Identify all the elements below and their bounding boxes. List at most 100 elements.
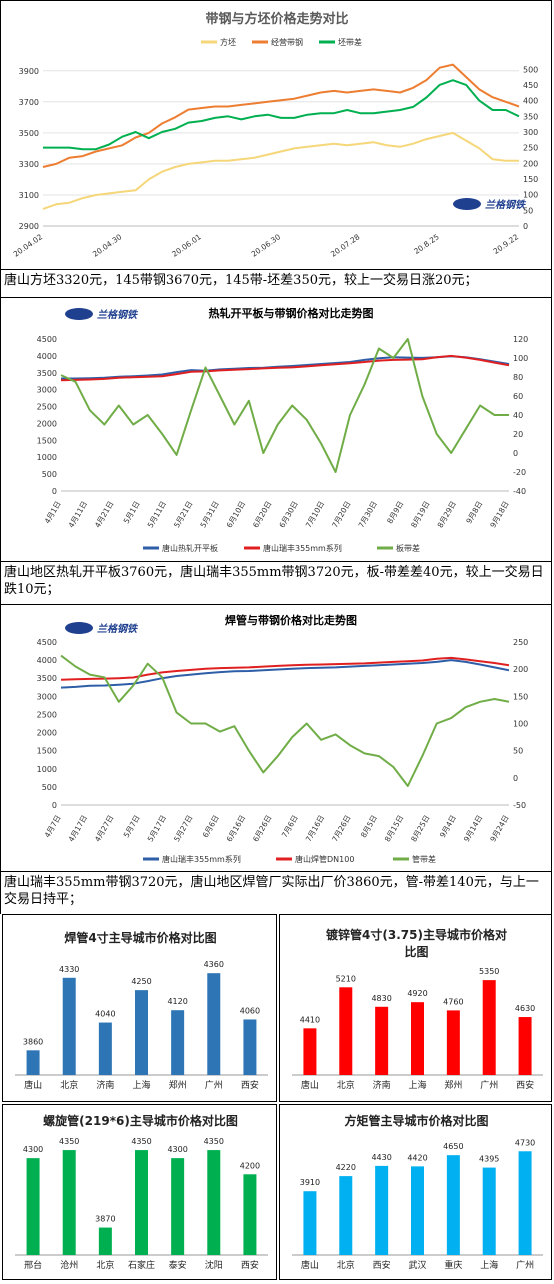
category-label: 北京: [96, 1259, 114, 1271]
y-right-tick-label: 120: [513, 335, 528, 344]
chart-title: 螺旋管(219*6)主导城市价格对比图: [43, 1113, 238, 1128]
x-tick-label: 6月6日: [201, 814, 221, 840]
y-right-tick-label: 200: [513, 665, 528, 674]
legend-label: 板带差: [396, 543, 420, 553]
bar-广州: [482, 980, 496, 1075]
x-tick-label: 7月10日: [304, 500, 326, 530]
y-right-tick-label: -40: [513, 487, 526, 496]
x-tick-label: 4月21日: [93, 500, 115, 530]
logo-text: 兰格钢铁: [97, 309, 139, 321]
legend-label: 经营带钢: [271, 37, 303, 47]
chart-spiral-pipe-cities-svg: 螺旋管(219*6)主导城市价格对比图 4300 邢台 4350 沧州 3870 北京 435…: [15, 1113, 268, 1271]
x-tick-label: 6月26日: [251, 814, 273, 844]
y-left-tick-label: 4500: [37, 335, 57, 344]
chart-hotrolled-strip-svg: 热轧开平板与带钢价格对比走势图兰格钢铁050010001500200025003…: [37, 306, 529, 553]
x-tick-label: 6月16日: [225, 814, 247, 844]
y-left-tick-label: 3900: [19, 67, 39, 76]
x-tick-label: 8月29日: [436, 500, 458, 530]
chart-spiral-pipe-cities: 螺旋管(219*6)主导城市价格对比图 4300 邢台 4350 沧州 3870 北京 435…: [2, 1104, 277, 1280]
x-tick-label: 20.04.02: [12, 232, 45, 259]
data-label: 4300: [23, 1145, 43, 1154]
y-left-tick-label: 0: [52, 801, 57, 810]
y-right-tick-label: 250: [523, 144, 538, 153]
category-label: 北京: [60, 1079, 78, 1091]
x-tick-label: 5月31日: [198, 500, 220, 530]
logo-emblem: [453, 198, 481, 210]
legend-label: 方坯: [220, 37, 236, 47]
category-label: 西安: [241, 1079, 259, 1091]
y-right-tick-label: 100: [523, 191, 538, 200]
y-left-tick-label: 500: [42, 470, 57, 479]
data-label: 4420: [407, 1153, 427, 1162]
category-label: 郑州: [169, 1079, 187, 1091]
lange-logo: 兰格钢铁: [65, 622, 139, 635]
category-label: 郑州: [444, 1079, 462, 1091]
x-tick-label: 6月30日: [277, 500, 299, 530]
data-label: 4120: [167, 997, 187, 1006]
y-left-tick-label: 3700: [19, 98, 39, 107]
bar-西安: [518, 1017, 532, 1075]
bar-北京: [62, 977, 76, 1075]
legend-label: 唐山热轧开平板: [162, 543, 218, 553]
x-tick-label: 4月27日: [93, 814, 115, 844]
category-label: 沈阳: [205, 1259, 223, 1271]
logo-emblem: [65, 622, 93, 634]
x-tick-label: 8月15日: [383, 814, 405, 844]
x-tick-label: 7月20日: [330, 500, 352, 530]
chart-hotrolled-strip: 热轧开平板与带钢价格对比走势图 兰格钢铁 0 500 1000 1500 2000 2500 3…: [0, 297, 552, 562]
x-tick-label: 7月26日: [330, 814, 352, 844]
category-label: 北京: [337, 1259, 355, 1271]
bar-广州: [207, 973, 221, 1075]
x-tick-label: 20.9.22: [492, 232, 521, 256]
category-label: 武汉: [408, 1259, 426, 1271]
y-left-tick-label: 3000: [37, 692, 57, 701]
y-right-tick-label: 350: [523, 112, 538, 121]
y-left-tick-label: 3500: [37, 369, 57, 378]
bar-沈阳: [207, 1150, 221, 1255]
bar-唐山: [26, 1050, 40, 1075]
bar-西安: [243, 1174, 257, 1255]
bar-北京: [339, 987, 353, 1075]
series-line-唐山瑞丰355mm系列: [60, 354, 510, 382]
x-tick-label: 5月7日: [122, 814, 142, 840]
data-label: 3910: [300, 1178, 320, 1187]
category-label: 广州: [205, 1079, 223, 1091]
category-label: 泰安: [169, 1259, 187, 1271]
data-label: 4200: [240, 1161, 260, 1170]
x-tick-label: 5月11日: [146, 500, 168, 530]
data-label: 4300: [167, 1145, 187, 1154]
chart-square-pipe-cities: 方矩管主导城市价格对比图 3910 唐山 4220 北京 4430 西安 4420 武汉 4650…: [279, 1104, 552, 1280]
y-left-tick-label: 2500: [37, 403, 57, 412]
caption-weldedpipe-strip: 唐山瑞丰355mm带钢3720元，唐山地区焊管厂实际出厂价3860元，管-带差1…: [0, 872, 552, 914]
y-left-tick-label: 1000: [37, 453, 57, 462]
x-tick-label: 5月17日: [146, 814, 168, 844]
category-label: 上海: [408, 1079, 426, 1091]
category-label: 唐山: [301, 1259, 319, 1271]
chart-title: 热轧开平板与带钢价格对比走势图: [209, 306, 374, 320]
x-tick-label: 5月27日: [172, 814, 194, 844]
category-label: 唐山: [301, 1079, 319, 1091]
x-tick-label: 20.06.30: [250, 232, 283, 259]
y-right-tick-label: 0: [513, 449, 518, 458]
category-label: 西安: [373, 1259, 391, 1271]
lange-logo: 兰格钢铁: [65, 308, 139, 321]
legend-label: 管带差: [412, 854, 436, 864]
x-tick-label: 4月7日: [43, 814, 63, 840]
data-label: 4350: [204, 1137, 224, 1146]
data-label: 4395: [479, 1155, 499, 1164]
bar-济南: [375, 1006, 389, 1075]
chart-title: 比图: [404, 944, 428, 959]
x-tick-label: 9月18日: [488, 500, 510, 530]
y-right-tick-label: 250: [513, 638, 528, 647]
x-tick-label: 20.8.25: [412, 232, 441, 256]
bar-邢台: [26, 1158, 40, 1255]
bar-唐山: [303, 1191, 317, 1255]
y-left-tick-label: 3100: [19, 191, 39, 200]
bar-重庆: [446, 1155, 460, 1255]
data-label: 3860: [23, 1037, 43, 1046]
category-label: 邢台: [24, 1259, 42, 1271]
legend-label: 唐山焊管DN100: [295, 854, 354, 864]
x-tick-label: 4月17日: [67, 814, 89, 844]
bar-广州: [518, 1151, 532, 1255]
chart-weldedpipe-strip: 焊管与带钢价格对比走势图 兰格钢铁 0 500 1000 1500 2000 2500 3000…: [0, 604, 552, 872]
